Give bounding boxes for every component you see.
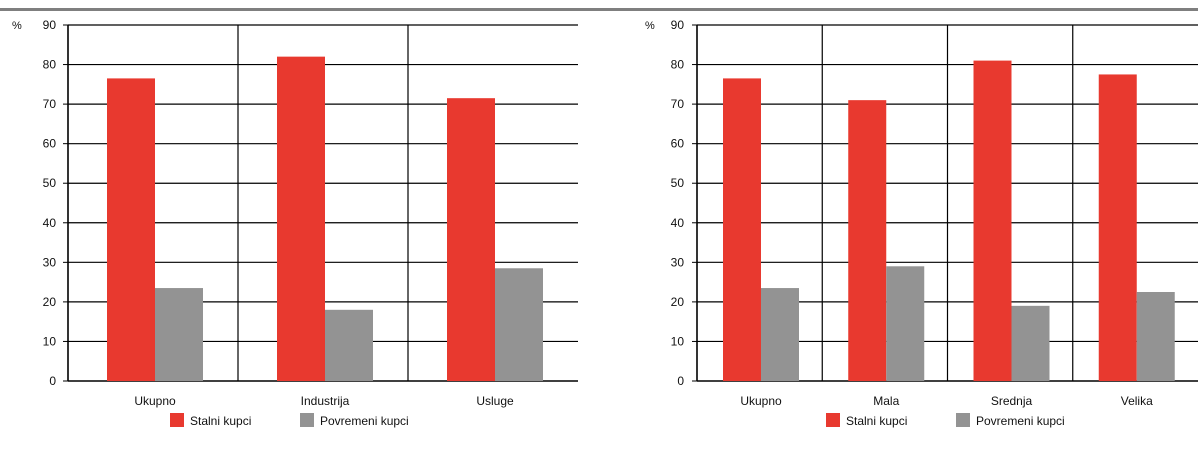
bar-stalni	[973, 60, 1012, 381]
legend-label: Povremeni kupci	[320, 414, 409, 428]
y-tick-label: 20	[671, 295, 685, 309]
legend-label: Stalni kupci	[190, 414, 251, 428]
x-category-label: Ukupno	[740, 394, 782, 408]
y-tick-label: 90	[671, 18, 685, 32]
bar-povremeni	[761, 288, 799, 381]
y-tick-label: 90	[43, 18, 57, 32]
x-category-label: Ukupno	[134, 394, 176, 408]
y-tick-label: 70	[671, 97, 685, 111]
bar-stalni	[1098, 74, 1137, 381]
y-tick-label: 70	[43, 97, 57, 111]
chart-left: 0 10 20 30 40 50 60 70 80 90% Ukupno Industrija Uslu…	[12, 18, 578, 428]
bar-povremeni	[1011, 305, 1050, 381]
legend-label: Povremeni kupci	[976, 414, 1065, 428]
y-tick-label: 60	[671, 137, 685, 151]
legend-label: Stalni kupci	[846, 414, 907, 428]
legend-swatch	[956, 413, 970, 427]
y-tick-label: 10	[43, 334, 57, 348]
bar-stalni	[107, 78, 155, 382]
chart-right: 0 10 20 30 40 50 60 70 80 90% Ukupno Mala Srednja Vel…	[645, 18, 1198, 428]
y-tick-label: 40	[43, 216, 57, 230]
y-tick-label: 0	[49, 374, 56, 388]
y-tick-label: 30	[671, 255, 685, 269]
y-unit-label: %	[12, 20, 22, 32]
bar-povremeni	[325, 309, 373, 381]
bar-povremeni	[495, 268, 543, 381]
y-tick-label: 80	[671, 58, 685, 72]
legend-swatch	[300, 413, 314, 427]
x-category-label: Velika	[1121, 394, 1153, 408]
y-tick-label: 50	[43, 176, 57, 190]
x-category-label: Mala	[873, 394, 899, 408]
x-category-label: Industrija	[301, 394, 350, 408]
bar-povremeni	[155, 288, 203, 381]
y-tick-label: 50	[671, 176, 685, 190]
top-rule	[0, 8, 1198, 11]
y-tick-label: 80	[43, 58, 57, 72]
bar-povremeni	[1136, 292, 1175, 381]
y-tick-label: 40	[671, 216, 685, 230]
bar-stalni	[277, 56, 325, 382]
y-tick-label: 20	[43, 295, 57, 309]
bar-stalni	[447, 98, 495, 381]
y-tick-label: 30	[43, 255, 57, 269]
y-tick-label: 0	[677, 374, 684, 388]
x-category-label: Srednja	[991, 394, 1033, 408]
bar-povremeni	[886, 266, 925, 381]
y-tick-label: 10	[671, 334, 685, 348]
legend-swatch	[170, 413, 184, 427]
bar-stalni	[723, 78, 761, 382]
y-unit-label: %	[645, 20, 655, 32]
legend-swatch	[826, 413, 840, 427]
x-category-label: Usluge	[476, 394, 514, 408]
bar-stalni	[848, 100, 887, 382]
y-tick-label: 60	[43, 137, 57, 151]
